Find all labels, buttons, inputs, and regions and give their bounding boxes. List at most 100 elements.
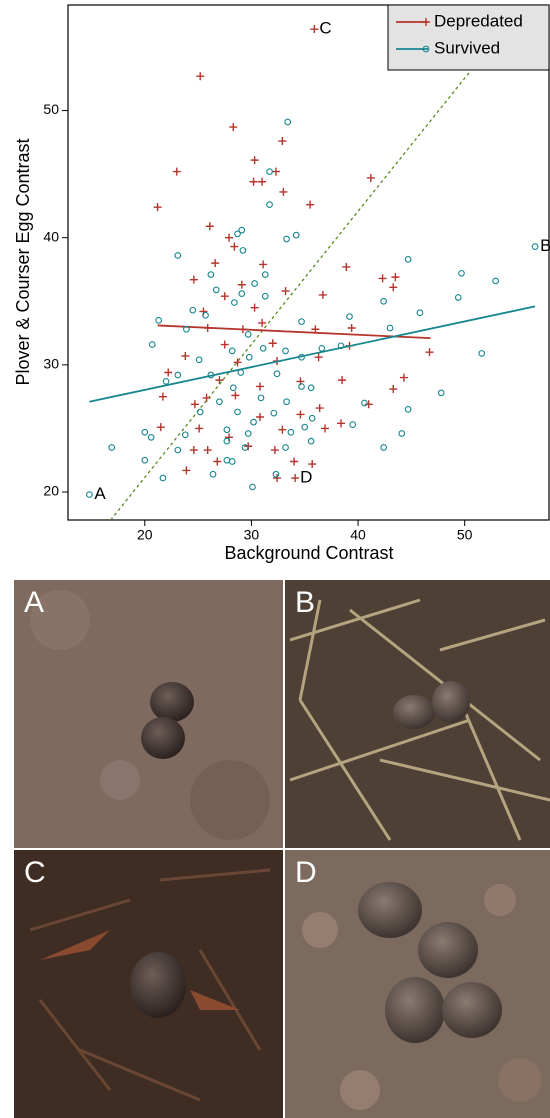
point — [234, 230, 241, 238]
point — [296, 410, 305, 419]
point — [492, 277, 499, 285]
point — [141, 456, 149, 464]
point — [213, 457, 222, 466]
point — [238, 290, 246, 298]
point — [85, 491, 93, 498]
point — [336, 419, 345, 428]
point — [141, 428, 149, 436]
point — [162, 378, 170, 385]
point — [249, 483, 256, 491]
point — [279, 187, 288, 196]
point — [272, 470, 280, 478]
point — [458, 269, 465, 277]
point — [189, 446, 198, 455]
point — [228, 347, 236, 355]
point — [282, 347, 289, 355]
point — [156, 423, 165, 432]
point — [196, 408, 204, 416]
point — [147, 433, 155, 441]
legend: Depredated Survived — [387, 4, 550, 71]
point — [287, 428, 295, 436]
x-axis-label: Background Contrast — [224, 543, 393, 563]
annotation: A — [94, 484, 106, 503]
point — [310, 25, 319, 34]
point — [454, 294, 462, 301]
point — [225, 233, 234, 242]
point — [404, 406, 412, 413]
point — [437, 389, 445, 397]
plot: 20 30 40 50 20 30 40 50 A B C D Depredated Survived — [43, 4, 550, 543]
reference-line — [110, 5, 524, 520]
point — [307, 384, 315, 392]
point — [244, 330, 252, 338]
point — [308, 414, 316, 422]
point — [207, 271, 215, 278]
point — [271, 167, 280, 176]
point — [249, 177, 258, 186]
y-tick-label: 20 — [43, 483, 59, 499]
point — [268, 339, 277, 348]
point — [259, 260, 268, 269]
point — [220, 340, 229, 349]
point — [228, 458, 236, 465]
point — [230, 242, 239, 251]
point — [349, 421, 357, 428]
point — [266, 168, 273, 175]
point — [306, 200, 315, 209]
point — [195, 356, 203, 364]
point — [255, 382, 264, 391]
point — [251, 280, 258, 287]
photo-d: D — [285, 850, 550, 1118]
point — [153, 203, 162, 212]
point — [233, 358, 242, 367]
photo-label: D — [295, 856, 317, 889]
point — [255, 413, 264, 421]
point — [231, 391, 240, 400]
point — [301, 423, 309, 431]
point — [270, 446, 279, 455]
point — [531, 243, 539, 250]
point — [266, 201, 273, 208]
legend-marker — [422, 45, 430, 53]
point — [148, 341, 156, 348]
point — [158, 392, 167, 401]
point — [174, 446, 182, 454]
point — [164, 368, 173, 377]
point — [290, 457, 299, 466]
point — [342, 262, 351, 271]
point — [159, 474, 167, 482]
point — [386, 324, 394, 332]
point — [398, 430, 406, 437]
point — [338, 376, 347, 385]
point — [196, 72, 205, 81]
y-axis-label: Plover & Courser Egg Contrast — [13, 138, 33, 385]
point — [478, 350, 486, 357]
photo-label: A — [24, 586, 44, 619]
point — [315, 404, 324, 413]
point — [273, 370, 281, 378]
point — [366, 173, 375, 182]
point — [234, 408, 241, 416]
legend-box — [387, 4, 550, 71]
point — [183, 325, 190, 333]
annotation: C — [319, 19, 331, 38]
plot-area — [85, 5, 539, 520]
point — [239, 247, 247, 254]
point — [250, 156, 259, 165]
point — [190, 400, 199, 409]
point — [238, 226, 246, 234]
photo-c: C — [14, 850, 283, 1118]
point — [391, 273, 400, 282]
point — [182, 466, 191, 475]
point — [174, 371, 182, 379]
point — [298, 318, 305, 325]
point — [416, 309, 424, 317]
point — [229, 123, 238, 132]
point — [298, 383, 305, 390]
point — [283, 398, 290, 406]
point — [389, 283, 398, 292]
point — [189, 306, 197, 314]
photo-b: B — [285, 580, 550, 848]
point — [270, 409, 278, 417]
